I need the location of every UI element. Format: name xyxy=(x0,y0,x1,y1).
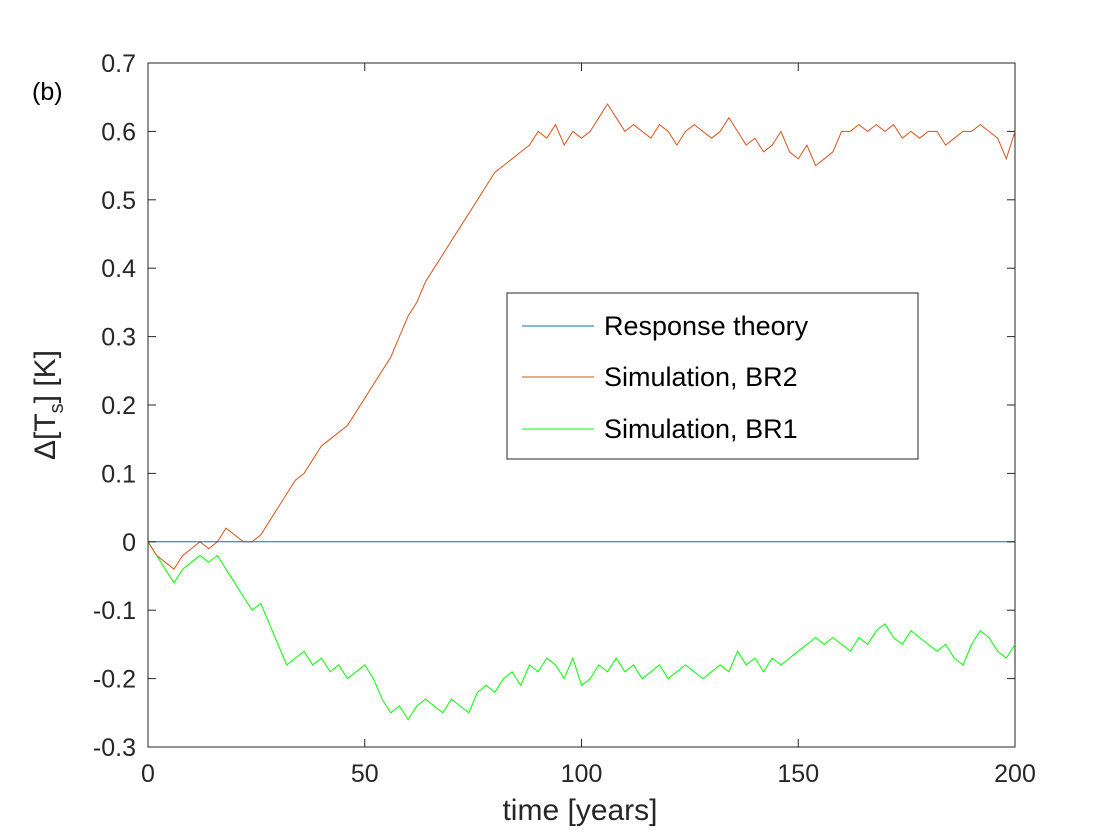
y-tick-label-5: 0.2 xyxy=(101,392,136,420)
y-tick-label-3: 0 xyxy=(122,529,136,557)
y-axis-label-subscript: s xyxy=(46,403,68,413)
legend: Response theory Simulation, BR2 Simulati… xyxy=(506,292,919,460)
y-tick-label-2: -0.1 xyxy=(93,597,136,625)
series-line-simulation-br1 xyxy=(147,541,1016,721)
x-tick-label-2: 100 xyxy=(561,760,603,788)
y-axis-label: Δ[Ts] [K] xyxy=(29,350,68,460)
x-tick-label-1: 50 xyxy=(351,760,379,788)
y-tick-label-1: -0.2 xyxy=(93,666,136,694)
y-axis-label-unit: ] [K] xyxy=(29,350,62,403)
y-tick-label-10: 0.7 xyxy=(101,50,136,78)
y-tick-label-7: 0.4 xyxy=(101,255,136,283)
legend-label-response-theory: Response theory xyxy=(604,311,809,341)
x-axis-label: time [years] xyxy=(502,794,657,827)
y-tick-label-4: 0.1 xyxy=(101,460,136,488)
legend-box xyxy=(506,292,919,460)
legend-label-simulation-br2: Simulation, BR2 xyxy=(604,362,798,392)
x-tick-label-3: 150 xyxy=(777,760,819,788)
y-tick-label-9: 0.6 xyxy=(101,118,136,146)
x-tick-label-4: 200 xyxy=(994,760,1036,788)
y-axis-label-main: Δ[T xyxy=(29,413,62,460)
y-tick-label-0: -0.3 xyxy=(93,734,136,762)
x-tick-label-0: 0 xyxy=(141,760,155,788)
panel-label: (b) xyxy=(32,78,63,106)
series-line-simulation-br2 xyxy=(147,103,1016,570)
y-tick-label-6: 0.3 xyxy=(101,324,136,352)
legend-label-simulation-br1: Simulation, BR1 xyxy=(604,414,798,444)
series-layer xyxy=(147,103,1016,721)
tick-layer: 0 50 100 150 200 -0.3 -0.2 -0.1 0 0.1 0.2 0.3 0.4 0.5… xyxy=(93,50,1036,788)
y-tick-label-8: 0.5 xyxy=(101,187,136,215)
